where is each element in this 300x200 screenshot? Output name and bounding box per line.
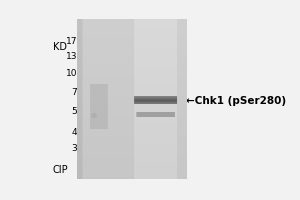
Text: 55: 55 — [71, 107, 83, 116]
Text: 170: 170 — [66, 37, 83, 46]
Text: 130: 130 — [66, 52, 83, 61]
Text: 100: 100 — [66, 69, 83, 78]
Text: A2780: A2780 — [121, 24, 157, 34]
Text: +: + — [110, 165, 119, 175]
Text: 40: 40 — [71, 128, 83, 137]
Text: KD: KD — [52, 42, 67, 52]
Text: 70: 70 — [71, 88, 83, 97]
Text: -: - — [154, 165, 158, 175]
Text: 35: 35 — [71, 144, 83, 153]
Text: ←Chk1 (pSer280): ←Chk1 (pSer280) — [186, 96, 286, 106]
Text: CIP: CIP — [52, 165, 68, 175]
